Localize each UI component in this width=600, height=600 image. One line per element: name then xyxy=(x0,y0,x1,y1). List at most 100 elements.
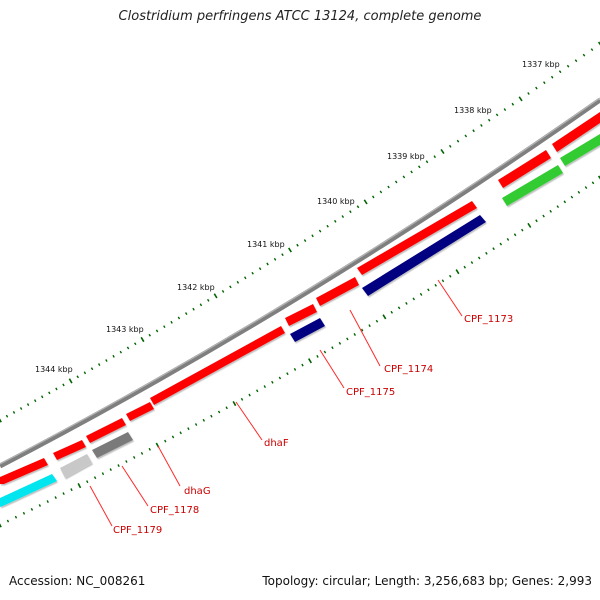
gene-CPF_1175[interactable] xyxy=(290,318,325,342)
tick-mark xyxy=(221,289,225,293)
tick-mark xyxy=(255,389,259,393)
tick-mark xyxy=(119,350,123,354)
gene-CPF_1178[interactable] xyxy=(60,454,92,478)
tick-mark xyxy=(506,238,510,241)
tick-mark xyxy=(440,148,445,155)
tick-mark xyxy=(76,375,79,379)
tick-mark xyxy=(6,519,10,523)
tick-mark xyxy=(194,423,198,426)
tick-mark xyxy=(48,391,51,395)
forward-strand-genes xyxy=(0,112,600,484)
reverse-strand-genes xyxy=(0,134,600,507)
tick-mark xyxy=(558,70,562,74)
tick-mark xyxy=(54,496,57,500)
tick-mark xyxy=(511,102,515,106)
tick-mark xyxy=(301,363,304,367)
tick-mark xyxy=(251,271,254,275)
gene-dhaG[interactable] xyxy=(92,432,133,458)
tick-mark xyxy=(5,414,9,418)
gene-feature[interactable] xyxy=(498,150,551,188)
tick-mark xyxy=(93,476,97,480)
tick-mark xyxy=(591,181,595,185)
gene-feature[interactable] xyxy=(53,440,86,460)
tick-mark xyxy=(0,418,2,423)
tick-mark xyxy=(425,160,429,164)
tick-mark xyxy=(68,378,73,384)
gene-feature[interactable] xyxy=(502,165,563,206)
tick-mark xyxy=(410,170,413,174)
tick-mark xyxy=(353,333,357,336)
tick-mark xyxy=(521,228,524,232)
tick-mark xyxy=(346,337,349,341)
tick-mark xyxy=(210,414,213,418)
tick-mark xyxy=(334,219,337,223)
tick-mark xyxy=(109,468,112,472)
gene-dhaF[interactable] xyxy=(150,326,285,405)
tick-mark xyxy=(368,324,371,328)
tick-mark xyxy=(418,165,421,169)
genome-backbone-highlight xyxy=(0,97,600,465)
tick-mark xyxy=(112,354,115,358)
tick-mark xyxy=(184,312,188,316)
tick-mark xyxy=(390,310,393,314)
tick-mark xyxy=(372,195,375,199)
gene-label[interactable]: CPF_1173 xyxy=(464,314,513,325)
tick-mark xyxy=(577,190,581,194)
tick-mark xyxy=(542,214,545,218)
tick-mark xyxy=(263,385,267,389)
tick-mark xyxy=(463,265,466,269)
tick-mark xyxy=(397,306,401,310)
tick-mark xyxy=(62,383,65,387)
tick-label: 1343 kbp xyxy=(106,325,144,334)
tick-mark xyxy=(487,118,491,122)
tick-mark xyxy=(582,53,586,57)
tick-mark xyxy=(97,363,101,367)
gene-CPF_1174[interactable] xyxy=(362,215,486,296)
tick-mark xyxy=(441,279,445,283)
gene-feature[interactable] xyxy=(560,134,600,166)
tick-mark xyxy=(375,319,379,323)
tick-mark xyxy=(499,242,503,246)
tick-mark xyxy=(286,372,289,376)
gene-label[interactable]: CPF_1179 xyxy=(113,525,162,536)
gene-feature[interactable] xyxy=(126,402,154,421)
tick-mark xyxy=(405,301,408,305)
tick-mark xyxy=(207,298,210,302)
tick-mark xyxy=(40,395,44,399)
tick-mark xyxy=(202,418,206,422)
gene-CPF_1179[interactable] xyxy=(0,474,57,507)
label-leader-lines xyxy=(89,279,463,527)
gene-feature[interactable] xyxy=(357,201,477,275)
tick-mark xyxy=(229,285,232,289)
gene-feature[interactable] xyxy=(285,304,317,326)
tick-mark xyxy=(584,186,588,189)
gene-feature[interactable] xyxy=(552,112,600,152)
tick-mark xyxy=(527,92,530,95)
gene-label[interactable]: CPF_1174 xyxy=(384,364,433,375)
tick-mark xyxy=(192,307,195,311)
tick-mark xyxy=(236,280,240,284)
tick-mark xyxy=(240,397,244,401)
gene-label[interactable]: CPF_1178 xyxy=(150,505,199,516)
tick-mark xyxy=(86,480,89,484)
tick-mark xyxy=(248,393,251,397)
gene-feature[interactable] xyxy=(86,418,126,443)
tick-mark xyxy=(148,333,151,337)
gene-feature[interactable] xyxy=(0,458,48,484)
gene-label[interactable]: dhaG xyxy=(184,486,211,497)
tick-mark xyxy=(434,283,437,287)
outer-tick-row xyxy=(0,41,600,423)
tick-mark xyxy=(455,269,460,275)
genome-summary-text: Topology: circular; Length: 3,256,683 bp… xyxy=(262,574,592,588)
inner-tick-row xyxy=(0,175,600,528)
tick-mark xyxy=(148,447,151,451)
tick-mark xyxy=(308,358,312,364)
tick-mark xyxy=(356,205,360,209)
tick-mark xyxy=(449,274,452,278)
gene-feature[interactable] xyxy=(316,277,359,306)
tick-mark xyxy=(503,108,507,111)
gene-label[interactable]: CPF_1175 xyxy=(346,387,395,398)
gene-label[interactable]: dhaF xyxy=(264,438,289,449)
tick-mark xyxy=(30,507,34,511)
